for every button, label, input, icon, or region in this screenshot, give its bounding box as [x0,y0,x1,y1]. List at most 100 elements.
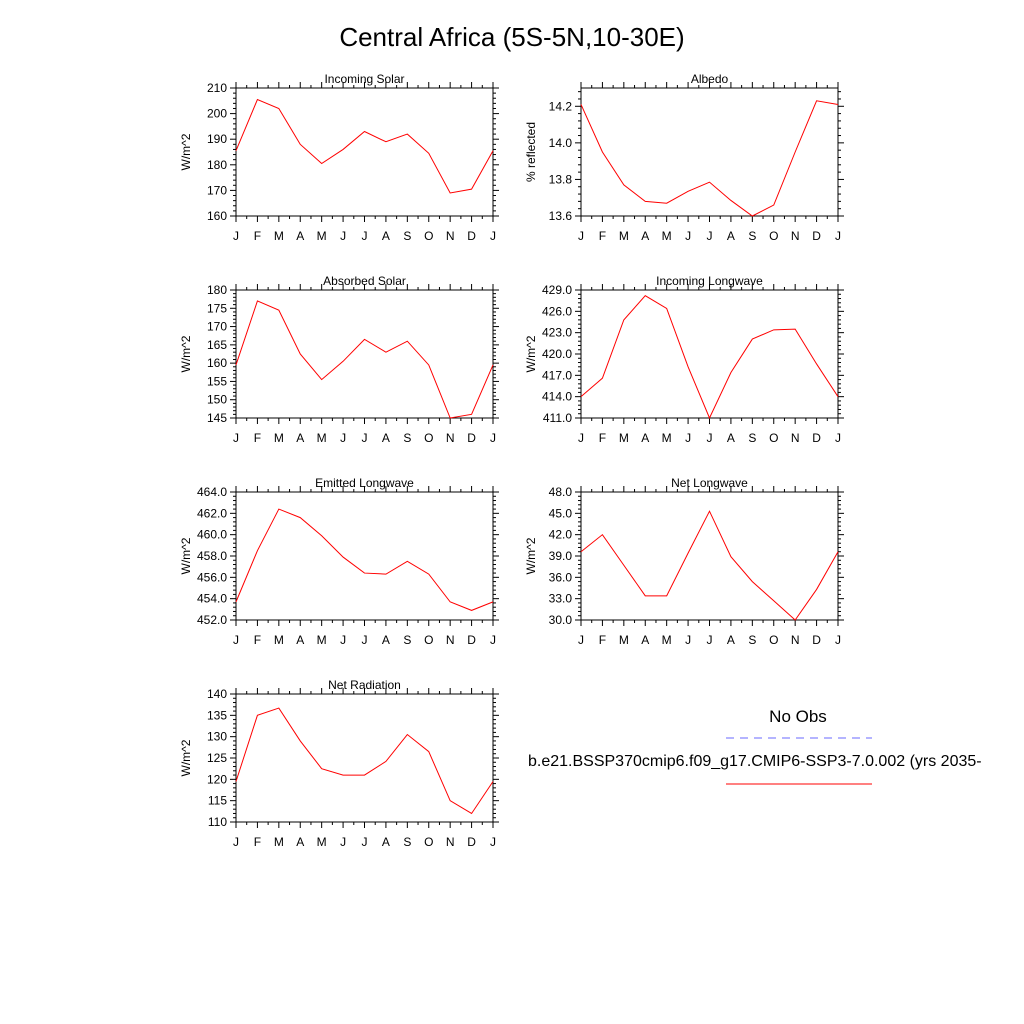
x-tick-label: J [362,229,368,243]
x-tick-label: M [662,431,672,445]
x-tick-label: N [446,633,455,647]
x-tick-label: S [403,431,411,445]
x-tick-label: A [641,229,649,243]
figure-title: Central Africa (5S-5N,10-30E) [339,22,684,52]
x-tick-label: A [641,431,649,445]
x-tick-label: J [707,633,713,647]
x-tick-label: O [424,431,433,445]
y-tick-label: 165 [207,338,227,352]
y-tick-label: 140 [207,687,227,701]
y-tick-label: 170 [207,183,227,197]
y-axis-label: W/m^2 [179,537,193,574]
y-tick-label: 160 [207,356,227,370]
x-tick-label: J [835,633,841,647]
x-tick-label: D [812,431,821,445]
y-tick-label: 42.0 [549,528,573,542]
y-tick-label: 145 [207,411,227,425]
x-tick-label: A [296,835,304,849]
plot-frame [580,87,839,217]
x-tick-label: N [791,229,800,243]
x-tick-label: N [446,431,455,445]
x-tick-label: J [340,229,346,243]
x-tick-label: J [707,431,713,445]
x-tick-label: F [254,229,261,243]
y-tick-label: 429.0 [542,283,572,297]
x-tick-label: J [233,633,239,647]
y-tick-label: 411.0 [543,411,572,425]
plot-frame [235,491,494,621]
x-tick-label: J [233,229,239,243]
x-tick-label: M [274,835,284,849]
x-tick-label: J [490,633,496,647]
y-tick-label: 33.0 [549,592,573,606]
y-tick-label: 414.0 [542,390,572,404]
x-tick-label: A [641,633,649,647]
x-tick-label: J [233,431,239,445]
x-tick-label: F [599,633,606,647]
y-tick-label: 36.0 [549,570,573,584]
x-tick-label: O [769,229,778,243]
legend: No Obs b.e21.BSSP370cmip6.f09_g17.CMIP6-… [528,707,982,785]
x-tick-label: A [382,633,390,647]
x-tick-label: O [769,633,778,647]
y-tick-label: 170 [207,320,227,334]
x-tick-label: O [424,633,433,647]
y-axis-label: W/m^2 [524,537,538,574]
y-axis-label: W/m^2 [179,133,193,170]
series-line [235,707,494,815]
y-tick-label: 14.0 [549,136,573,150]
series-line [580,295,839,420]
y-tick-label: 423.0 [542,326,572,340]
x-tick-label: M [317,633,327,647]
x-tick-label: M [274,431,284,445]
y-tick-label: 426.0 [542,304,572,318]
x-tick-label: F [254,835,261,849]
x-tick-label: S [748,431,756,445]
x-tick-label: M [317,431,327,445]
x-tick-label: A [382,431,390,445]
y-tick-label: 210 [207,81,227,95]
x-tick-label: J [578,633,584,647]
x-tick-label: N [791,633,800,647]
y-axis-label: % reflected [524,122,538,182]
panel-title: Net Longwave [671,476,748,490]
x-tick-label: J [362,431,368,445]
y-tick-label: 130 [207,730,227,744]
series-line [235,300,494,419]
x-tick-label: D [467,229,476,243]
x-tick-label: J [340,633,346,647]
x-tick-label: A [382,835,390,849]
x-tick-label: D [467,633,476,647]
y-tick-label: 135 [207,708,227,722]
panel-title: Net Radiation [328,678,401,692]
y-tick-label: 190 [207,132,227,146]
plot-frame [235,289,494,419]
y-tick-label: 14.2 [549,99,573,113]
x-tick-label: A [296,431,304,445]
y-tick-label: 155 [207,374,227,388]
x-tick-label: F [254,431,261,445]
y-tick-label: 13.6 [549,209,573,223]
x-tick-label: M [274,229,284,243]
y-tick-label: 452.0 [197,613,227,627]
x-tick-label: J [490,229,496,243]
y-tick-label: 180 [207,158,227,172]
x-tick-label: S [403,835,411,849]
x-tick-label: M [274,633,284,647]
y-tick-label: 200 [207,107,227,121]
x-tick-label: M [317,229,327,243]
series-line [580,100,839,217]
y-tick-label: 160 [207,209,227,223]
x-tick-label: D [812,229,821,243]
panel-title: Albedo [691,72,729,86]
y-tick-label: 39.0 [549,549,573,563]
y-tick-label: 125 [207,751,227,765]
x-tick-label: J [340,431,346,445]
